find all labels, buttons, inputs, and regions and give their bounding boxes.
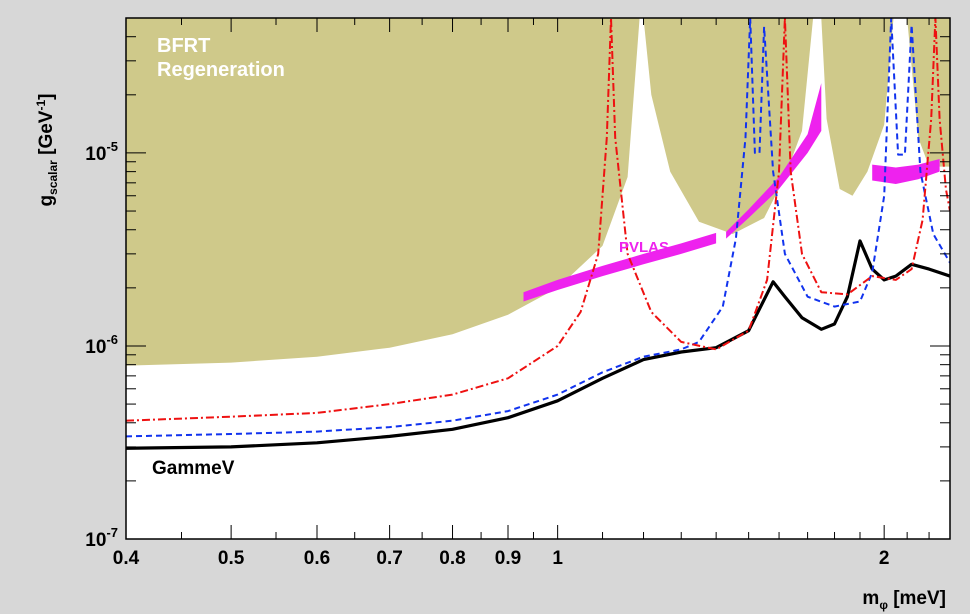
- y-tick-label-base: 10: [85, 530, 106, 551]
- pvlas-band-2: [726, 83, 822, 239]
- svg-text:gscalar [GeV-1]: gscalar [GeV-1]: [34, 94, 60, 207]
- series-line-gammev: [126, 239, 950, 450]
- bfrt-excluded-region: [126, 18, 950, 366]
- x-tick-label: 0.5: [218, 548, 245, 569]
- x-tick-label: 0.9: [495, 548, 521, 569]
- y-tick-label-exp: -7: [106, 525, 118, 540]
- y-axis-title-unit-pre: [GeV: [36, 110, 57, 160]
- x-tick-label: 2: [879, 548, 890, 569]
- y-tick-label-base: 10: [85, 337, 106, 358]
- gammev-label: GammeV: [152, 458, 235, 479]
- y-tick-label: 10-5: [85, 139, 118, 165]
- plot-frame: [125, 17, 951, 540]
- x-tick-label: 0.8: [439, 548, 465, 569]
- y-axis-title-main: g: [36, 195, 57, 207]
- x-tick-label: 0.7: [376, 548, 402, 569]
- y-axis-title-unit-sup: -1: [34, 100, 48, 111]
- x-tick-label: 0.6: [304, 548, 330, 569]
- x-axis-title-unit: [meV]: [888, 588, 946, 609]
- y-axis-title-sub: scalar: [46, 160, 60, 195]
- x-axis-title-main: m: [862, 588, 879, 609]
- x-axis-title: mφ [meV]: [862, 588, 946, 612]
- x-tick-label: 0.4: [113, 548, 140, 569]
- pvlas-band-1: [523, 232, 717, 302]
- x-tick-label: 1: [552, 548, 563, 569]
- y-tick-label-exp: -6: [106, 332, 118, 347]
- bfrt-label-line2: Regeneration: [157, 59, 285, 81]
- y-tick-label-exp: -5: [106, 139, 118, 154]
- pvlas-label: PVLAS: [619, 239, 669, 256]
- x-axis-title-sub: φ: [879, 598, 888, 612]
- pvlas-band-3: [872, 159, 940, 184]
- bfrt-label-line1: BFRT: [157, 35, 210, 57]
- y-tick-label: 10-7: [85, 525, 118, 551]
- y-tick-label-base: 10: [85, 144, 106, 165]
- series-line-blue: [126, 18, 950, 438]
- series-line-red: [126, 18, 950, 422]
- y-axis-title-unit-post: ]: [36, 94, 57, 100]
- y-tick-label: 10-6: [85, 332, 118, 358]
- y-axis-title: gscalar [GeV-1]: [34, 94, 60, 207]
